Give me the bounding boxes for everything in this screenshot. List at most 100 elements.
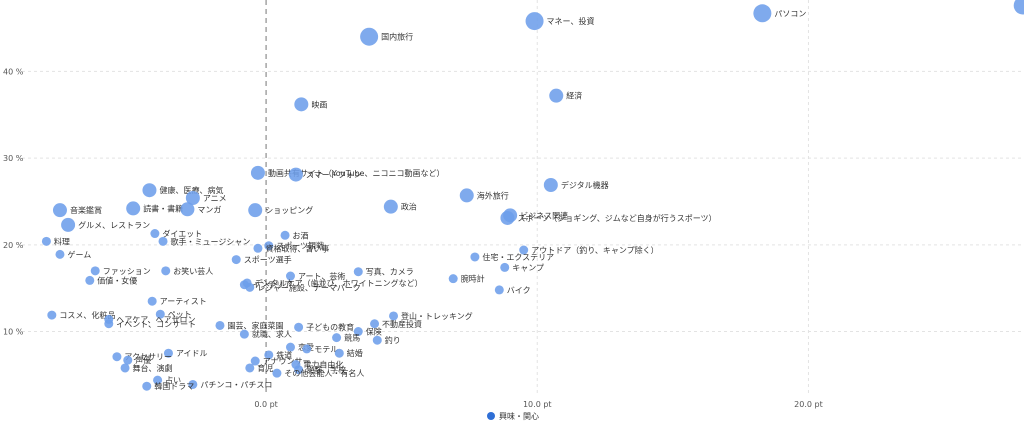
data-point-label: 音楽鑑賞 [70, 205, 102, 215]
data-point-label: マネー、投資 [547, 16, 595, 26]
data-point [231, 255, 241, 265]
data-point-label: 政治 [401, 202, 417, 212]
data-point-label: 読書・書籍 [143, 203, 183, 213]
y-tick-label: 40 % [3, 67, 24, 76]
data-point-label: キャンプ [512, 263, 544, 272]
data-point [500, 210, 515, 225]
data-point [158, 236, 168, 246]
data-point [153, 375, 163, 385]
data-point-label: 結婚 [347, 348, 363, 358]
data-point-label: ゲーム [67, 249, 91, 259]
data-point [90, 266, 100, 276]
data-point [448, 274, 458, 284]
data-point-label: ショッピング [265, 205, 313, 215]
data-point-label: 就職、求人 [252, 329, 292, 339]
data-point [245, 282, 255, 292]
data-point-label: 声優 [135, 355, 151, 365]
data-point-label: 育児 [257, 363, 273, 373]
data-point [332, 333, 342, 343]
x-tick-label: 10.0 pt [523, 400, 552, 409]
x-tick-label: 20.0 pt [794, 400, 823, 409]
data-point-label: 動画共有サイト（YouTube、ニコニコ動画など） [268, 168, 445, 178]
data-point-label: 健康、医療、病気 [159, 185, 223, 195]
data-point [239, 329, 249, 339]
data-point-label: 資格取得、習い事 [265, 243, 329, 253]
data-point [147, 296, 157, 306]
data-point-label: アニメ [203, 194, 227, 203]
data-point [104, 319, 114, 329]
data-point-label: スマートフォン [306, 171, 362, 180]
legend-label: 興味・関心 [499, 411, 539, 421]
data-point [253, 243, 263, 253]
data-point-label: 保険 [366, 327, 382, 337]
data-point [519, 245, 529, 255]
data-point-label: コスメ、化粧品 [59, 310, 115, 320]
data-point [47, 310, 57, 320]
data-point-label: アイドル [176, 349, 208, 358]
data-point [150, 229, 160, 239]
data-point [494, 285, 504, 295]
data-point-label: 釣り [385, 335, 401, 345]
data-point [470, 252, 480, 262]
data-point [1013, 0, 1024, 15]
data-point-label: アーティスト [160, 297, 207, 306]
data-point-label: 舞台、演劇 [133, 363, 173, 373]
legend[interactable]: 興味・関心 [487, 410, 539, 422]
data-point-label: 占い [165, 375, 181, 385]
data-point-label: 韓国ドラマ [154, 381, 194, 391]
data-point-label: ペット [168, 310, 192, 319]
data-point-label: スポーツ観戦 [276, 241, 324, 251]
data-point [245, 363, 255, 373]
data-point [248, 203, 263, 218]
data-point-label: モテル [314, 345, 338, 354]
data-point [360, 27, 379, 46]
data-point-label: バイク [507, 286, 531, 295]
data-point [126, 201, 141, 216]
data-point-label: 写真、カメラ [366, 267, 414, 277]
data-point-label: ダイエット [162, 229, 202, 239]
data-point [155, 309, 165, 319]
data-point [294, 322, 304, 332]
data-point [272, 368, 282, 378]
data-point [294, 365, 304, 375]
data-point-label: 鉄道 [276, 350, 292, 360]
data-point [142, 381, 152, 391]
data-point-label: 腕時計 [461, 274, 485, 284]
data-point [353, 327, 363, 337]
data-point [180, 202, 195, 217]
data-point-label: スポーツ選手 [244, 255, 292, 265]
data-point [288, 167, 303, 182]
data-point-label: インテリア [252, 281, 292, 290]
data-point [264, 241, 274, 251]
data-point [61, 217, 76, 232]
data-point-label: マンガ [197, 204, 221, 214]
data-point-label: イベント、コンサート [116, 320, 196, 329]
data-point-label: デジタル機器 [561, 180, 609, 190]
data-point-label: ファッション [103, 267, 151, 276]
data-points: パソコン車マネー、投資国内旅行経済映画動画共有サイト（YouTube、ニコニコ動… [41, 0, 1024, 391]
data-point-label: 競馬 [344, 333, 360, 343]
data-point [250, 165, 265, 180]
data-point-label: 映画 [311, 99, 327, 109]
data-point [549, 88, 564, 103]
data-point-label: ヘアケア、ヘアサロン [116, 315, 195, 324]
data-point-label: 海外旅行 [477, 190, 509, 200]
data-point-label: 登山・トレッキング [401, 311, 473, 321]
data-point [389, 311, 399, 321]
data-point [334, 348, 344, 358]
data-point-label: アナウンサー [263, 357, 311, 366]
data-point-label: デンタルケア（歯並び、ホワイトニングなど） [255, 278, 423, 288]
data-point-label: お酒 [293, 231, 309, 240]
data-point [543, 177, 558, 192]
data-point [41, 236, 51, 246]
data-point [188, 379, 198, 389]
data-point [383, 199, 398, 214]
data-point-label: グルメ、レストラン [78, 220, 150, 230]
data-point-label: アート、芸術 [298, 271, 345, 281]
data-point [753, 4, 772, 23]
data-point-label: 電力自由化 [303, 360, 343, 370]
data-point [142, 183, 157, 198]
data-point [525, 12, 544, 31]
data-point-label: お笑い芸人 [173, 266, 213, 276]
